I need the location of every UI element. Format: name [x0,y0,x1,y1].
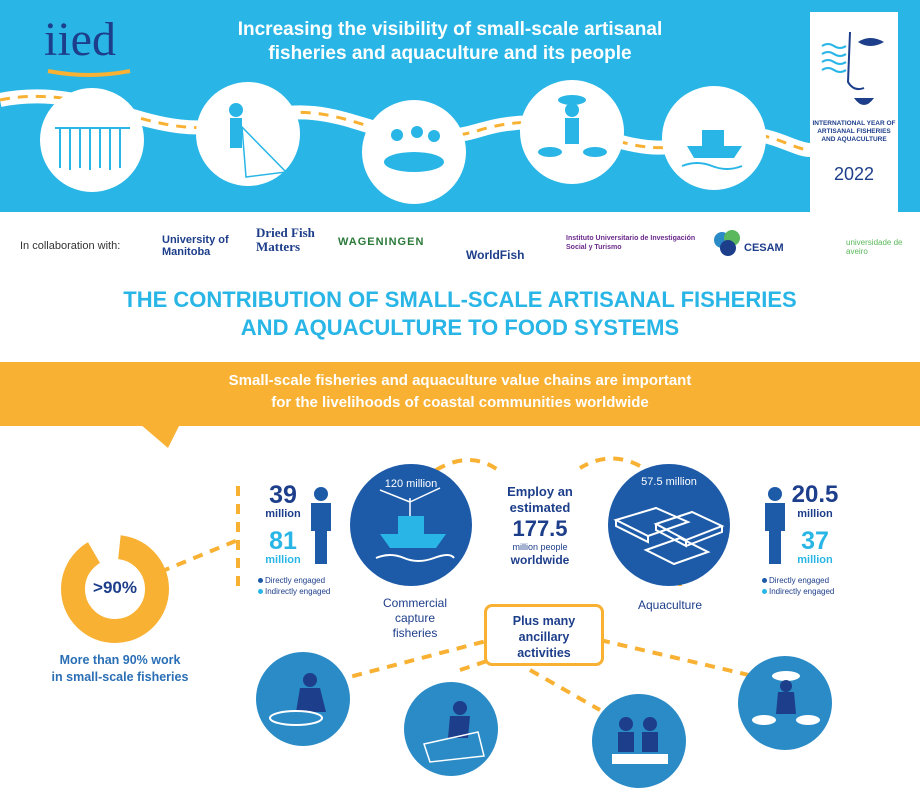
aquaculture-legend-indirect-text: Indirectly engaged [769,587,835,596]
iyafa-text-line2: ARTISANAL FISHERIES [817,128,891,135]
aquaculture-circle [608,464,730,586]
capture-circle [350,464,472,586]
fish-vendor-icon [520,80,624,184]
center-line2: estimated [509,500,571,515]
capture-indirect-unit: million [265,554,301,566]
trawler-icon [375,487,455,562]
capture-caption: Commercial capture fisheries [360,596,470,641]
center-line1: Employ an [507,484,573,499]
iyafa-text-line3: AND AQUACULTURE [821,136,887,143]
capture-caption-line1: Commercial [382,596,447,610]
main-title-line2: AND AQUACULTURE TO FOOD SYSTEMS [240,315,680,340]
capture-caption-line2: capture [394,611,436,625]
ancillary-line3: activities [517,646,571,660]
ancillary-box: Plus many ancillary activities [484,604,604,666]
header-title: Increasing the visibility of small-scale… [180,18,720,66]
capture-legend-indirect-text: Indirectly engaged [265,587,331,596]
center-line4: worldwide [510,553,570,567]
cesam-logo-icon [712,228,746,258]
main-title: THE CONTRIBUTION OF SMALL-SCALE ARTISANA… [0,286,920,342]
partner-worldfish: WorldFish [466,248,525,262]
banner-text-line1: Small-scale fisheries and aquaculture va… [228,372,692,389]
capture-caption-line3: fisheries [392,626,438,640]
fish-pens-icon [613,506,725,566]
partner-aveiro: universidade de aveiro [846,238,903,256]
person-silhouette-icon [765,487,785,564]
header-title-line1: Increasing the visibility of small-scale… [237,19,663,40]
partner-manitoba: University of Manitoba [162,234,229,258]
aquaculture-legend-indirect: Indirectly engaged [762,587,834,596]
processing-icon [256,652,350,746]
collaboration-label: In collaboration with: [20,240,121,252]
aquaculture-direct-number: 20.5 [791,481,839,508]
donut-chart [60,534,170,644]
partner-wageningen: WAGENINGEN [338,236,425,248]
aquaculture-direct-unit: million [797,508,833,520]
donut-label: >90% [93,578,137,597]
legend-dot-indirect [258,589,263,595]
banner-tail [140,424,180,448]
aquaculture-legend-direct: Directly engaged [762,576,829,585]
iyafa-text-line1: INTERNATIONAL YEAR OF [812,120,896,127]
capture-legend-indirect: Indirectly engaged [258,587,330,596]
header-title-line2: fisheries and aquaculture and its people [268,43,632,64]
fisherman-net-icon [196,82,300,186]
aquaculture-indirect-unit: million [797,554,833,566]
partner-iuist: Instituto Universitario de Investigación… [566,235,696,251]
partner-dried-fish: Dried Fish Matters [256,225,315,254]
donut-caption: More than 90% work in small-scale fisher… [30,652,210,686]
fish-market-icon [738,656,832,750]
capture-direct-unit: million [265,508,301,520]
legend-dot-direct [258,578,263,584]
capture-direct-number: 39 [269,481,297,509]
donut-caption-line2: in small-scale fisheries [51,670,189,684]
banner-text: Small-scale fisheries and aquaculture va… [120,370,800,414]
iyafa-text: INTERNATIONAL YEAR OF ARTISANAL FISHERIE… [812,120,896,144]
capture-circle-value: 120 million [384,478,438,490]
center-line3: million people [512,542,568,552]
iyafa-emblem-icon [821,31,884,105]
donut-caption-line1: More than 90% work [59,653,181,667]
main-title-line1: THE CONTRIBUTION OF SMALL-SCALE ARTISANA… [123,287,797,312]
net-mending-icon [404,682,498,776]
aquaculture-legend-direct-text: Directly engaged [769,576,830,585]
legend-dot-indirect [762,589,767,595]
iied-logo-text: iied [44,13,116,66]
capture-legend-direct: Directly engaged [258,576,325,585]
iied-logo: iied [44,16,144,80]
banner-text-line2: for the livelihoods of coastal communiti… [271,394,649,411]
header-banner: iied Increasing the visibility of small-… [0,0,920,212]
center-number: 177.5 [512,516,568,541]
drying-fish-icon [40,88,144,192]
capture-indirect-number: 81 [269,527,297,555]
family-meal-icon [362,100,466,204]
partner-cesam: CESAM [744,242,784,254]
orange-banner [0,362,920,426]
international-year-logo [810,12,898,212]
fishing-boat-icon [662,86,766,190]
iyafa-year: 2022 [833,164,875,184]
capture-legend-direct-text: Directly engaged [265,576,326,585]
ancillary-line1: Plus many [512,614,576,628]
center-total: Employ an estimated 177.5 million people… [490,484,590,568]
aquaculture-circle-value: 57.5 million [641,476,697,488]
ancillary-line2: ancillary [518,630,570,644]
fish-cleaning-icon [592,694,686,788]
aquaculture-caption: Aquaculture [637,598,703,612]
aquaculture-indirect-number: 37 [801,527,829,555]
legend-dot-direct [762,578,767,584]
person-silhouette-icon [311,487,331,564]
